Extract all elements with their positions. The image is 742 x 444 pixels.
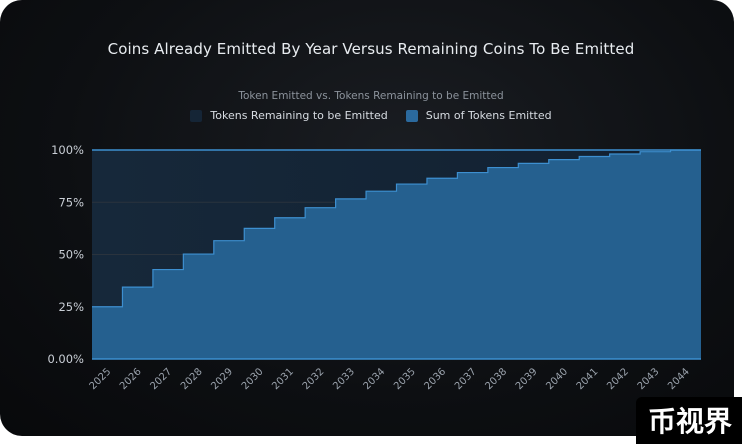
y-tick-label: 50% [58,248,84,262]
y-tick-label: 100% [51,143,84,157]
y-tick-label: 0.00% [47,352,84,366]
x-tick-label: 2027 [148,366,174,392]
legend-swatch-remaining [190,109,203,122]
chart-legend: Tokens Remaining to be Emitted Sum of To… [0,109,742,122]
x-tick-label: 2034 [362,366,388,392]
legend-item-emitted[interactable]: Sum of Tokens Emitted [405,109,552,122]
x-tick-label: 2025 [88,366,114,392]
x-tick-label: 2038 [483,366,509,392]
x-tick-label: 2032 [301,366,327,392]
x-tick-label: 2029 [209,366,235,392]
y-tick-label: 25% [58,300,84,314]
x-tick-label: 2030 [240,366,266,392]
legend-label-remaining: Tokens Remaining to be Emitted [210,109,388,122]
x-tick-label: 2036 [423,366,449,392]
y-tick-label: 75% [58,195,84,209]
series-line-emitted [92,149,701,308]
legend-label-emitted: Sum of Tokens Emitted [425,109,552,122]
x-tick-label: 2033 [331,366,357,392]
x-tick-label: 2043 [636,366,662,392]
chart-title: Coins Already Emitted By Year Versus Rem… [107,40,635,58]
series-area-emitted [92,150,701,359]
x-tick-label: 2039 [514,366,540,392]
chart-subtitle: Token Emitted vs. Tokens Remaining to be… [238,90,504,102]
x-tick-label: 2026 [118,366,144,392]
x-tick-label: 2028 [179,366,205,392]
x-tick-label: 2041 [575,366,601,392]
x-tick-label: 2042 [605,366,631,392]
x-tick-label: 2037 [453,366,479,392]
legend-item-remaining[interactable]: Tokens Remaining to be Emitted [190,109,388,122]
watermark-logo: 币视界 [635,397,742,444]
x-tick-label: 2044 [666,366,692,392]
x-tick-label: 2035 [392,366,418,392]
x-tick-label: 2040 [544,366,570,392]
x-tick-label: 2031 [270,366,296,392]
legend-swatch-emitted [405,109,418,122]
